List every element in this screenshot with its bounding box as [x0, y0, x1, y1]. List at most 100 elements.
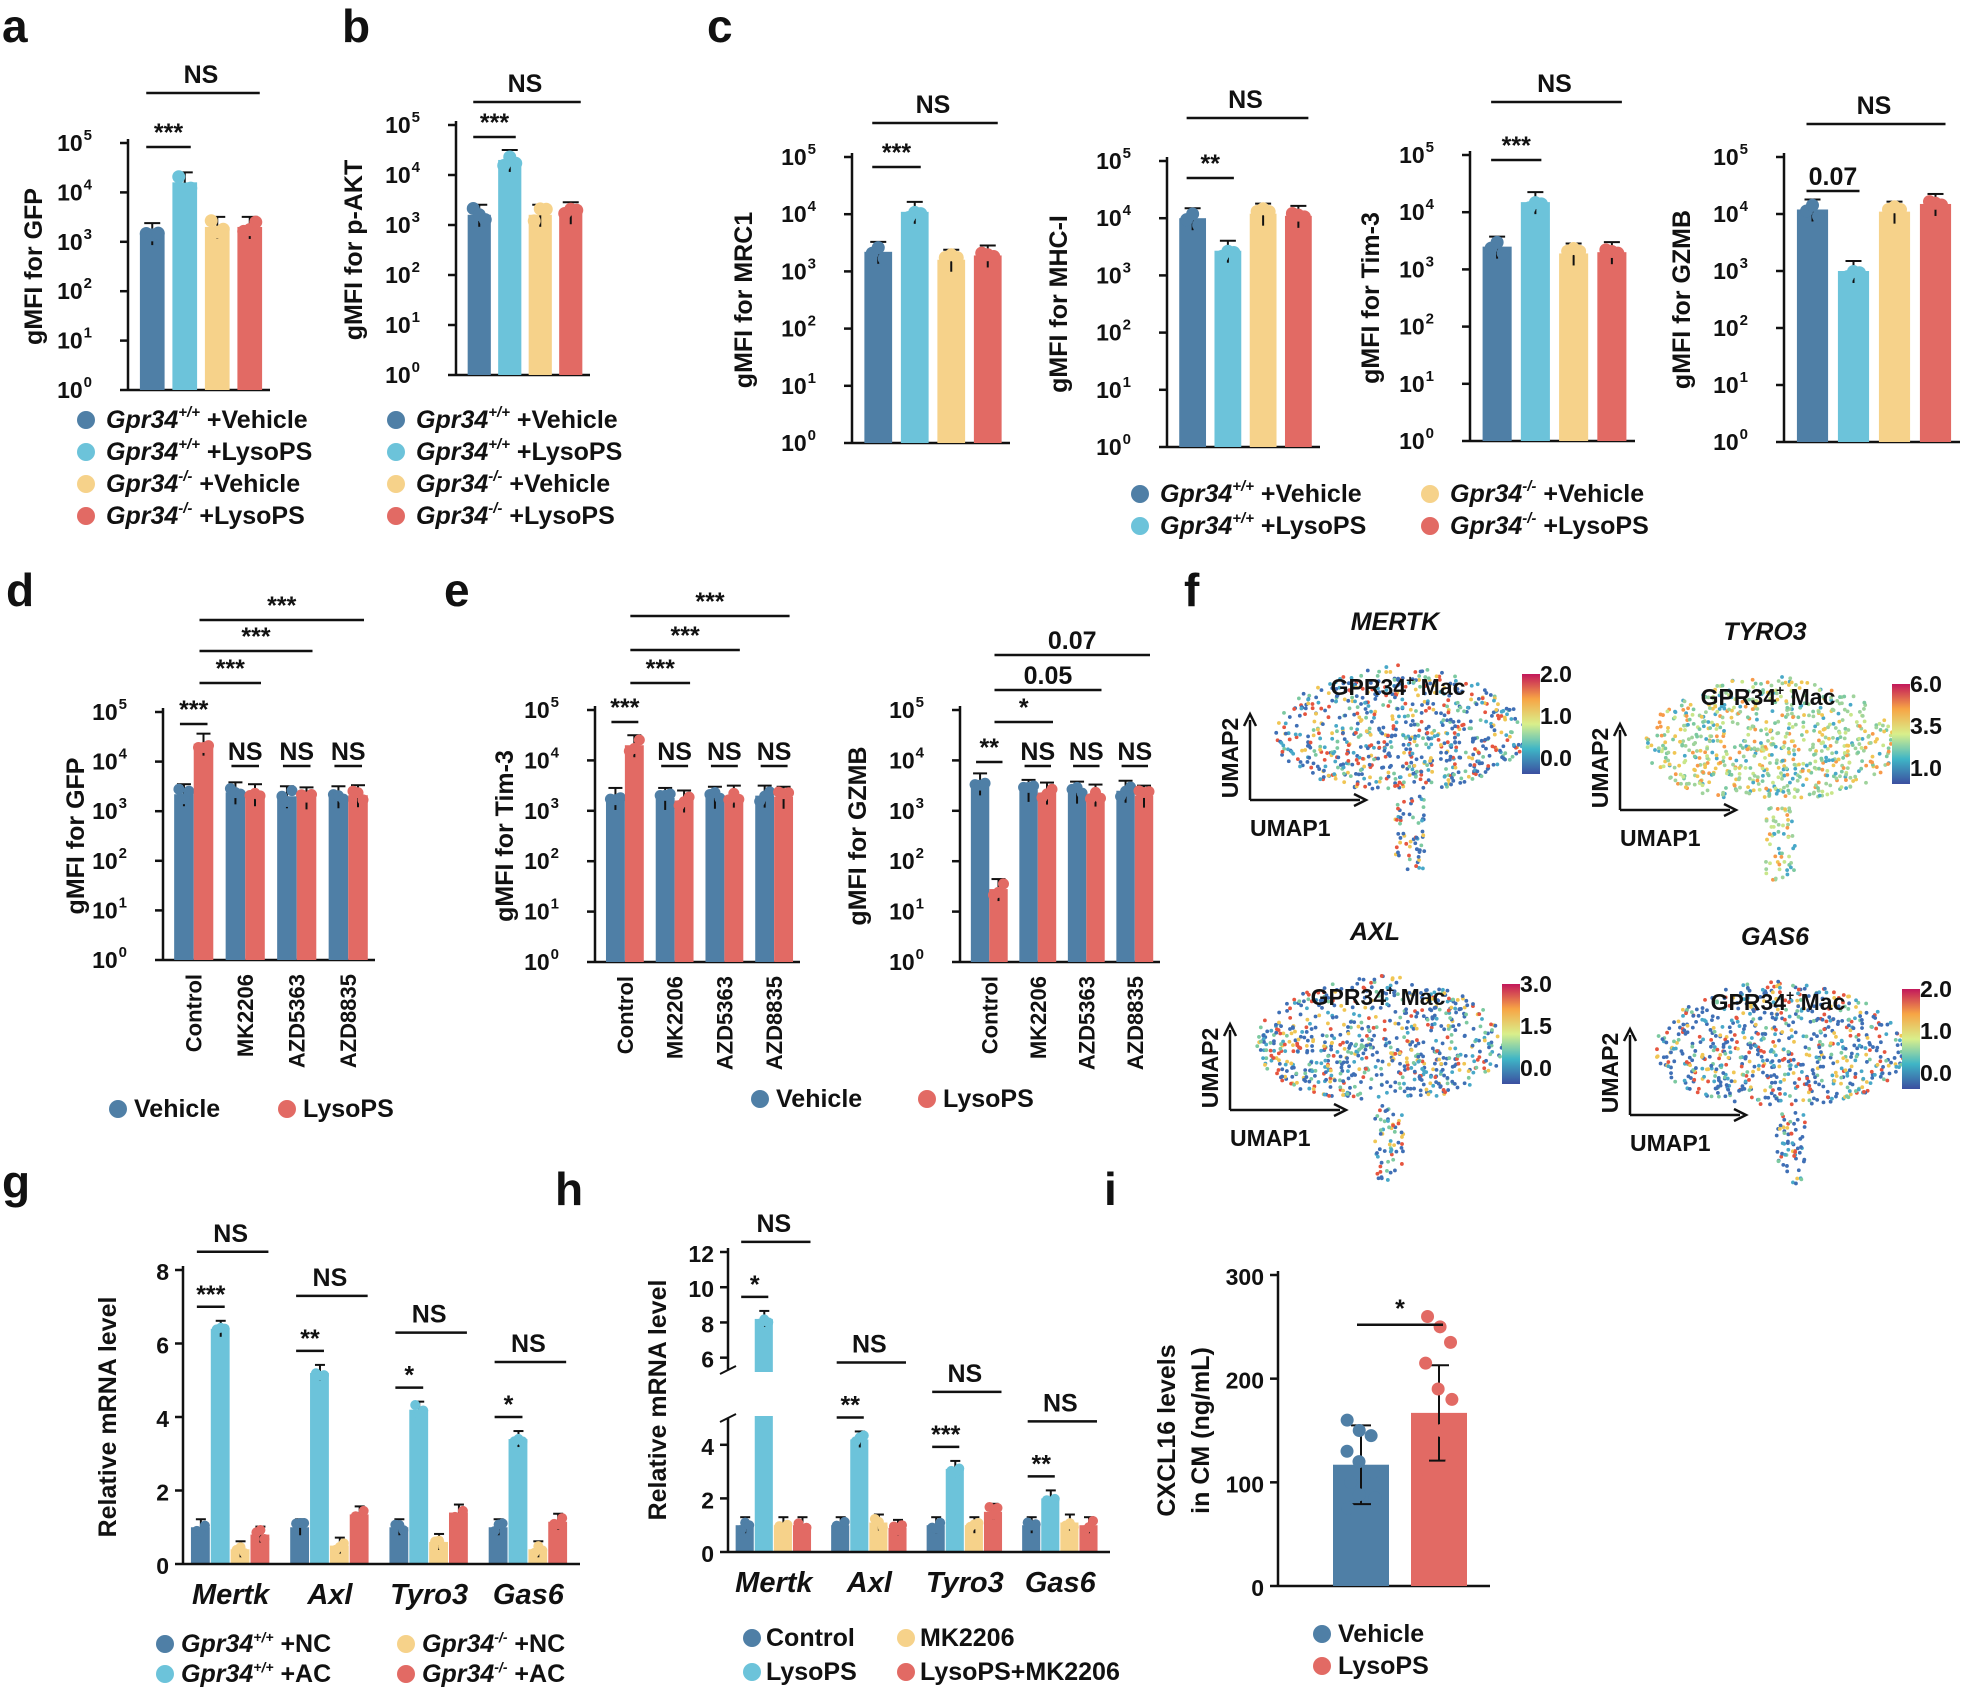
umap-cell — [1277, 1058, 1281, 1063]
umap-cell — [1278, 1046, 1283, 1051]
umap-cell — [1456, 1054, 1460, 1059]
y-tick-label: 104 — [57, 176, 93, 205]
umap-cell — [1705, 761, 1710, 765]
umap-cell — [1835, 1059, 1840, 1064]
y-tick-exponent: 3 — [808, 255, 816, 272]
umap-cell — [1329, 1033, 1334, 1038]
umap-cell — [1390, 714, 1395, 719]
significance-label: NS — [916, 91, 951, 119]
umap-cell — [1483, 1069, 1488, 1074]
umap-cell — [1281, 1031, 1286, 1036]
umap-cell — [1775, 731, 1780, 736]
significance-label: *** — [931, 1421, 960, 1449]
umap-cell — [1722, 996, 1727, 1001]
umap-cell — [1755, 1007, 1760, 1011]
umap-cell — [1817, 1057, 1822, 1062]
umap-cell — [1323, 708, 1327, 713]
data-point — [1030, 1519, 1041, 1530]
umap-cell — [1364, 715, 1368, 720]
umap-cell — [1755, 778, 1760, 783]
umap-cell — [1354, 685, 1359, 690]
bar — [1837, 271, 1870, 442]
umap-cell — [1470, 777, 1475, 781]
umap-cell — [1763, 1095, 1768, 1100]
umap-cell — [1376, 740, 1381, 745]
umap-cell — [1322, 1092, 1327, 1097]
umap-cell — [1387, 1062, 1391, 1067]
umap-cell — [1693, 1066, 1698, 1070]
umap-cell — [1669, 1075, 1674, 1080]
umap-cell — [1478, 1024, 1483, 1029]
legend-marker — [897, 1663, 915, 1681]
umap-cell — [1711, 1048, 1716, 1053]
bar — [655, 797, 675, 962]
umap-cell — [1711, 739, 1716, 743]
umap-cell — [1354, 1042, 1359, 1047]
umap-cell — [1673, 772, 1678, 777]
umap-cell — [1400, 689, 1405, 694]
bar — [1086, 794, 1105, 962]
umap-cell — [1764, 727, 1768, 731]
umap-cell — [1401, 733, 1406, 738]
umap-cell — [1475, 682, 1480, 687]
umap-cell — [1679, 781, 1683, 786]
umap-x-label: UMAP1 — [1630, 1130, 1711, 1156]
umap-cell — [1857, 709, 1862, 714]
umap-cell — [1404, 841, 1409, 846]
data-point — [1534, 197, 1548, 211]
umap-cell — [1459, 776, 1464, 781]
umap-cell — [1816, 780, 1821, 785]
umap-cell — [1759, 1048, 1763, 1053]
umap-cell — [1410, 982, 1414, 987]
umap-cell — [1464, 681, 1468, 686]
umap-cell — [1678, 727, 1683, 732]
umap-cell — [1462, 709, 1467, 714]
umap-cell — [1692, 754, 1697, 759]
y-tick-exponent: 1 — [412, 309, 420, 326]
umap-cell — [1796, 747, 1801, 752]
umap-cell — [1756, 1031, 1760, 1036]
bar — [970, 783, 990, 962]
umap-cell — [1414, 757, 1419, 762]
umap-cell — [1299, 1003, 1304, 1008]
umap-cell — [1448, 757, 1452, 762]
data-point — [1445, 1392, 1459, 1406]
umap-cell — [1336, 755, 1341, 760]
umap-cell — [1369, 743, 1374, 748]
category-label: Gas6 — [1025, 1567, 1097, 1599]
umap-cell — [1449, 1040, 1454, 1044]
umap-cell — [1448, 1046, 1452, 1051]
umap-cell — [1390, 717, 1395, 721]
umap-cell — [1479, 738, 1484, 743]
umap-cell — [1826, 1025, 1831, 1029]
umap-cell — [1825, 1089, 1830, 1094]
umap-cell — [1450, 726, 1455, 731]
umap-cell — [1422, 691, 1427, 696]
data-point — [151, 226, 165, 240]
umap-cell — [1769, 683, 1774, 688]
umap-cell — [1471, 1070, 1476, 1075]
umap-arrow — [1353, 792, 1369, 808]
umap-cell — [1774, 997, 1779, 1001]
umap-cell — [1486, 1041, 1491, 1046]
umap-cell — [1690, 750, 1695, 755]
umap-cell — [1435, 733, 1440, 738]
umap-cell — [1442, 685, 1447, 690]
umap-cell — [1806, 702, 1811, 707]
y-tick-label: 104 — [524, 744, 560, 773]
umap-cell — [1819, 1078, 1824, 1083]
umap-cell — [1342, 737, 1347, 742]
y-tick-label: 101 — [1096, 374, 1131, 403]
umap-cell — [1878, 1055, 1883, 1059]
umap-cell — [1304, 1043, 1309, 1048]
umap-cell — [1819, 1050, 1823, 1054]
legend-treatment: +LysoPS — [502, 502, 614, 530]
legend-genotype: +/+ — [253, 1629, 273, 1645]
umap-cell — [1701, 693, 1706, 697]
umap-cell — [1293, 1029, 1297, 1034]
umap-cell — [1425, 668, 1430, 672]
umap-cell — [1484, 1058, 1488, 1063]
umap-cell — [1812, 1004, 1817, 1009]
umap-cell — [1825, 773, 1830, 778]
significance-label: *** — [154, 119, 183, 147]
